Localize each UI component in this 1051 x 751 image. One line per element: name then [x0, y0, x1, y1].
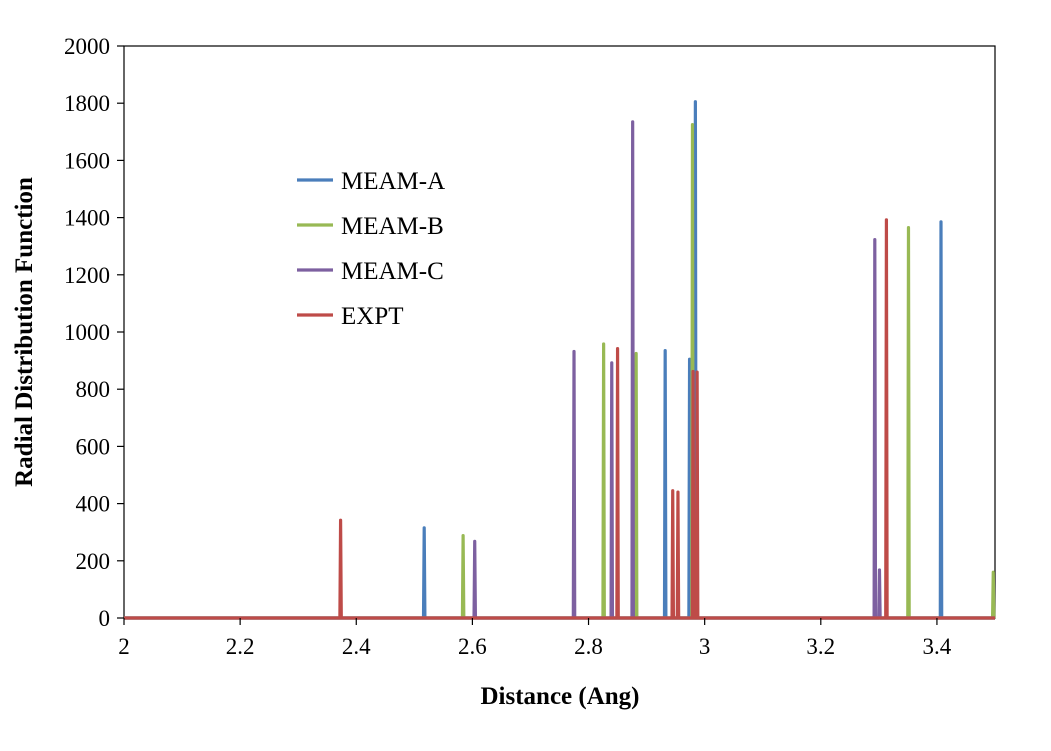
y-tick-label: 1800 — [64, 91, 110, 116]
x-tick-label: 3.4 — [923, 634, 952, 659]
legend-label-meam-b: MEAM-B — [341, 213, 444, 240]
y-axis: 0 200 400 600 800 1000 1200 1400 1600 1800 2000 — [64, 34, 124, 631]
x-tick-label: 3 — [699, 634, 711, 659]
legend-label-meam-c: MEAM-C — [341, 258, 444, 285]
legend: MEAM-A MEAM-B MEAM-C EXPT — [297, 168, 445, 330]
plot-frame — [123, 45, 996, 619]
y-tick-label: 1400 — [64, 206, 110, 231]
x-axis-title: Distance (Ang) — [480, 683, 639, 710]
y-tick-label: 1000 — [64, 320, 110, 345]
y-tick-label: 400 — [76, 492, 111, 517]
x-tick-label: 2.2 — [226, 634, 255, 659]
legend-label-meam-a: MEAM-A — [341, 168, 445, 195]
y-tick-label: 1200 — [64, 263, 110, 288]
legend-label-expt: EXPT — [341, 303, 404, 330]
series-line-meam-a — [124, 100, 995, 620]
x-tick-label: 2.4 — [342, 634, 371, 659]
y-tick-label: 0 — [99, 606, 111, 631]
y-tick-label: 1600 — [64, 148, 110, 173]
x-tick-label: 2.6 — [458, 634, 487, 659]
y-tick-label: 200 — [76, 549, 111, 574]
series-line-meam-b — [124, 123, 996, 620]
y-tick-label: 800 — [76, 377, 111, 402]
x-tick-label: 3.2 — [806, 634, 835, 659]
y-tick-label: 2000 — [64, 34, 110, 59]
series-line-meam-c — [124, 120, 995, 620]
x-axis: 2 2.2 2.4 2.6 2.8 3 3.2 3.4 — [118, 618, 952, 659]
y-tick-label: 600 — [76, 434, 111, 459]
series-line-expt — [124, 218, 995, 620]
y-axis-title: Radial Distribution Function — [11, 177, 38, 487]
x-tick-label: 2 — [118, 634, 130, 659]
x-tick-label: 2.8 — [574, 634, 603, 659]
plot-area — [123, 45, 996, 620]
